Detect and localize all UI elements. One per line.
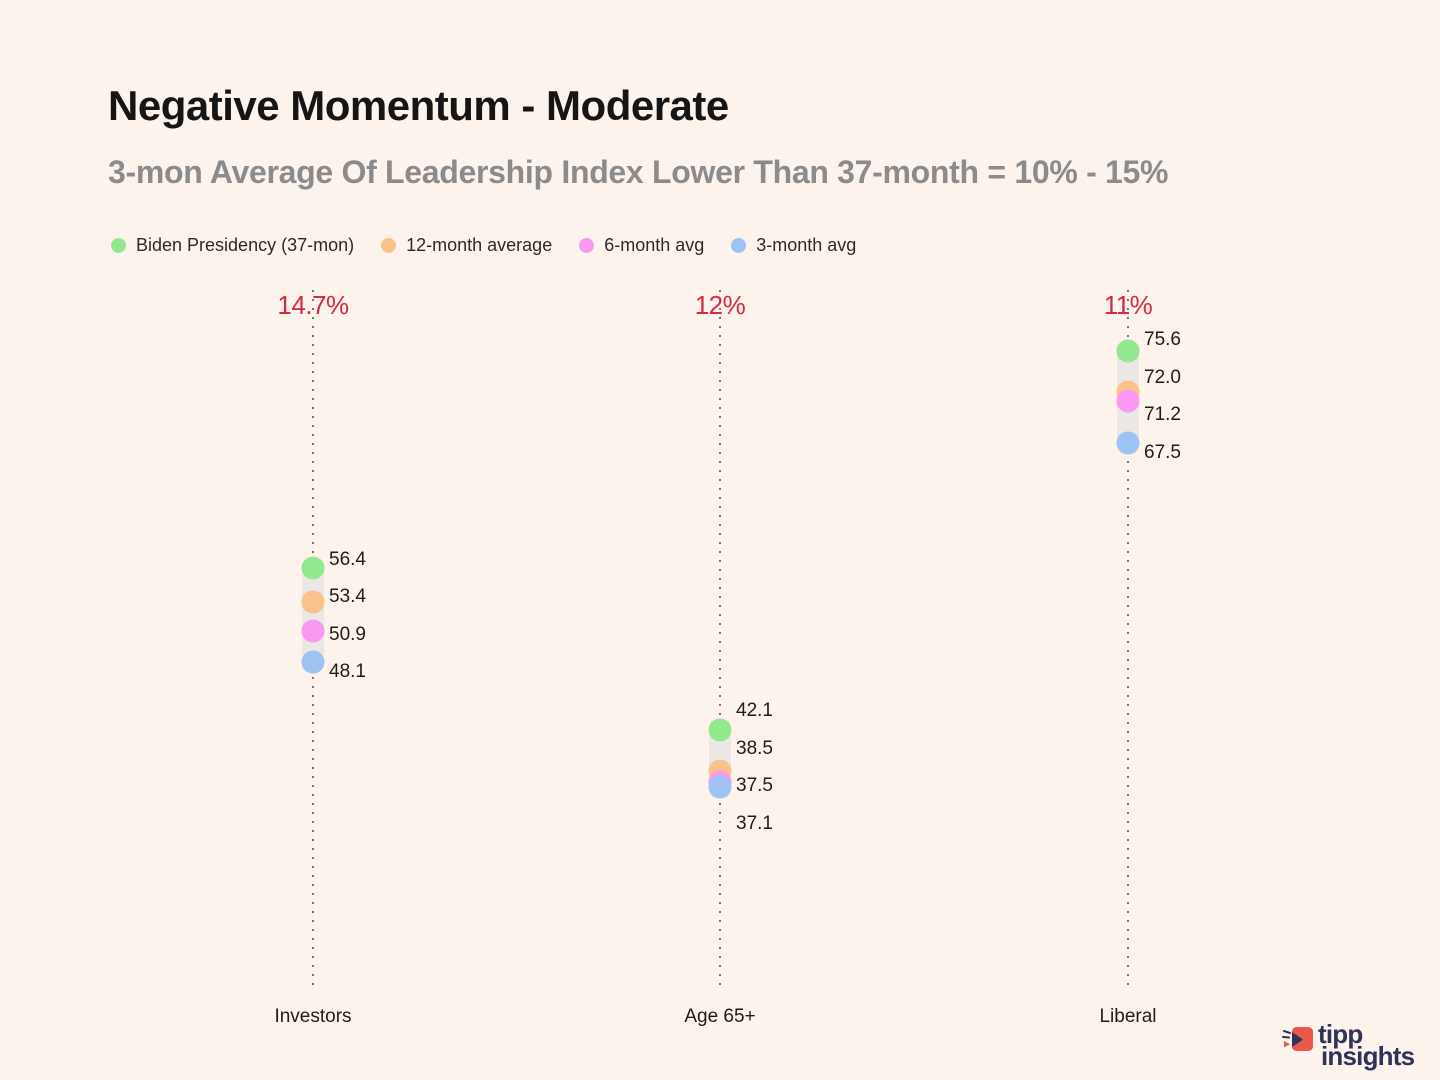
- tipp-insights-logo: tipp insights: [1281, 1019, 1415, 1071]
- legend-item-3-month-avg: 3-month avg: [731, 235, 856, 256]
- value-label: 75.6: [1144, 329, 1181, 351]
- data-point: [1116, 339, 1140, 363]
- legend: Biden Presidency (37-mon) 12-month avera…: [111, 235, 856, 256]
- legend-label: 6-month avg: [604, 235, 705, 255]
- category-label: Age 65+: [684, 1006, 756, 1027]
- value-label: 50.9: [329, 623, 366, 645]
- chart-title: Negative Momentum - Moderate: [108, 82, 729, 129]
- value-label: 42.1: [736, 700, 773, 722]
- data-point: [1116, 389, 1140, 413]
- data-point: [708, 718, 732, 742]
- legend-label: Biden Presidency (37-mon): [136, 235, 355, 255]
- legend-swatch-green: [111, 238, 126, 253]
- legend-swatch-pink: [579, 238, 595, 253]
- grid-line: [1127, 290, 1129, 985]
- category-label: Investors: [274, 1006, 352, 1027]
- value-label: 56.4: [329, 548, 366, 570]
- value-label: 37.1: [736, 812, 773, 834]
- value-label: 37.5: [736, 775, 773, 797]
- legend-swatch-orange: [381, 238, 397, 253]
- value-label: 38.5: [736, 737, 773, 759]
- delta-label: 11%: [1103, 290, 1153, 320]
- logo-text: tipp insights: [1318, 1019, 1415, 1071]
- legend-item-biden-presidency: Biden Presidency (37-mon): [111, 235, 354, 256]
- legend-item-12-month-average: 12-month average: [381, 235, 552, 256]
- data-point: [301, 556, 325, 580]
- data-point: [1116, 431, 1140, 455]
- value-label: 53.4: [329, 586, 366, 608]
- value-label: 71.2: [1144, 404, 1181, 426]
- legend-label: 12-month average: [406, 235, 553, 255]
- value-label: 67.5: [1144, 441, 1181, 463]
- value-label: 48.1: [329, 661, 366, 683]
- legend-swatch-blue: [731, 238, 747, 253]
- data-point: [301, 650, 325, 674]
- value-label: 72.0: [1144, 366, 1181, 388]
- data-point: [708, 775, 732, 799]
- delta-label: 14.7%: [277, 290, 349, 320]
- data-point: [301, 590, 325, 614]
- logo-line2: insights: [1321, 1040, 1415, 1071]
- legend-item-6-month-avg: 6-month avg: [579, 235, 704, 256]
- delta-label: 12%: [694, 290, 746, 320]
- chart-subtitle: 3-mon Average Of Leadership Index Lower …: [108, 154, 1169, 190]
- logo-line1: tipp: [1318, 1019, 1363, 1049]
- grid-line: [719, 290, 721, 985]
- legend-label: 3-month avg: [756, 235, 857, 255]
- data-point: [301, 619, 325, 643]
- megaphone-arrow-icon: [1281, 1024, 1315, 1061]
- category-label: Liberal: [1099, 1006, 1157, 1027]
- range-band: [302, 556, 324, 674]
